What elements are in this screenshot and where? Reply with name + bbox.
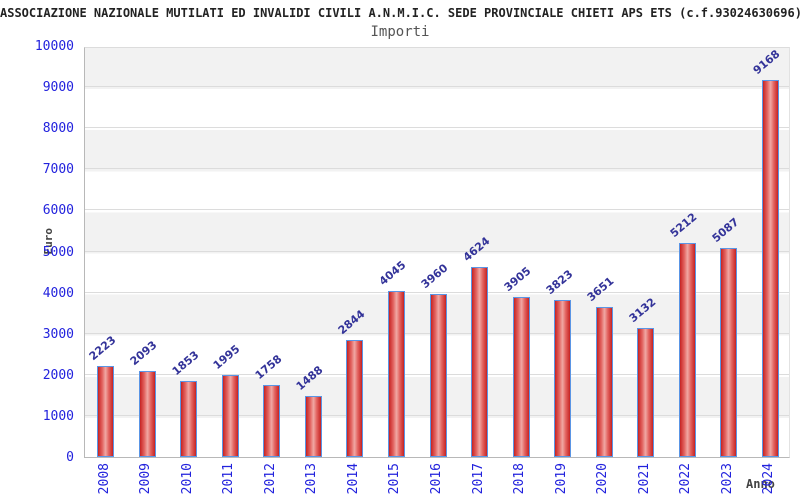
bar-2024 [761, 80, 779, 457]
x-tick-label-2019: 2019 [553, 463, 569, 495]
x-tick-label-2017: 2017 [470, 463, 486, 495]
y-tick-label: 5000 [42, 244, 74, 260]
x-tick-label-2020: 2020 [595, 463, 611, 495]
bar-2018 [512, 296, 530, 457]
bar-2014 [346, 340, 364, 457]
value-label-2023: 5087 [709, 215, 742, 245]
y-tick-label: 0 [66, 450, 74, 465]
bar-2010 [180, 380, 198, 457]
value-label-2013: 1488 [294, 363, 326, 393]
x-tick-label-2023: 2023 [719, 463, 735, 495]
value-label-2017: 4624 [460, 234, 492, 264]
value-label-2011: 1995 [210, 342, 243, 373]
chart-subtitle: Importi [370, 24, 430, 40]
bar-2023 [720, 247, 738, 457]
value-label-2020: 3651 [584, 274, 617, 304]
x-tick-label-2012: 2012 [262, 463, 278, 495]
x-tick-label-2014: 2014 [345, 463, 361, 495]
gridline [85, 86, 789, 88]
x-tick-label-2018: 2018 [512, 463, 528, 495]
y-tick-label: 4000 [42, 285, 74, 301]
gridline [85, 250, 789, 252]
value-label-2022: 5212 [667, 210, 700, 240]
y-tick-label: 1000 [42, 408, 74, 424]
y-tick-label: 10000 [34, 39, 74, 54]
y-tick-label: 7000 [42, 162, 74, 178]
bar-2016 [429, 294, 447, 457]
value-label-2021: 3132 [626, 295, 659, 326]
gridline [85, 209, 789, 211]
gridline [85, 168, 789, 170]
x-tick-label-2011: 2011 [221, 463, 237, 495]
bar-2020 [595, 306, 613, 457]
bar-2021 [637, 328, 655, 457]
bar-2022 [678, 242, 696, 457]
bar-2012 [263, 384, 281, 457]
y-tick-label: 8000 [42, 121, 74, 137]
plot-area: 2223 2093 1853 1995 1758 1488 2844 4045 3960 4624… [84, 47, 790, 458]
bar-2008 [97, 365, 115, 457]
value-label-2015: 4045 [377, 258, 409, 288]
x-tick-label-2024: 2024 [761, 463, 777, 495]
bar-2015 [387, 290, 405, 457]
x-tick-label-2021: 2021 [636, 463, 652, 495]
bar-2009 [138, 370, 156, 457]
x-tick-label-2009: 2009 [138, 463, 154, 495]
x-tick-label-2008: 2008 [96, 463, 112, 495]
x-tick-label-2010: 2010 [179, 463, 195, 495]
gridline [85, 291, 789, 293]
value-label-2016: 3960 [418, 261, 451, 292]
y-tick-label: 9000 [42, 80, 74, 96]
x-tick-label-2015: 2015 [387, 463, 403, 495]
gridline [85, 127, 789, 129]
bar-2013 [304, 395, 322, 457]
bar-2011 [221, 375, 239, 457]
bar-2019 [554, 299, 572, 457]
x-tick-label-2013: 2013 [304, 463, 320, 495]
value-label-2024: 9168 [750, 47, 783, 78]
value-label-2008: 2223 [86, 332, 119, 363]
y-tick-label: 2000 [42, 367, 74, 383]
x-tick-label-2022: 2022 [678, 463, 694, 495]
value-label-2009: 2093 [127, 338, 160, 368]
y-tick-label: 6000 [42, 203, 74, 219]
x-tick-label-2016: 2016 [429, 463, 444, 495]
value-label-2018: 3905 [501, 263, 534, 294]
chart-title: ASSOCIAZIONE NAZIONALE MUTILATI ED INVAL… [0, 6, 800, 20]
y-tick-label: 3000 [42, 326, 74, 342]
x-axis-title: Anno [746, 477, 775, 491]
bar-2017 [471, 266, 489, 457]
value-label-2012: 1758 [252, 352, 285, 382]
